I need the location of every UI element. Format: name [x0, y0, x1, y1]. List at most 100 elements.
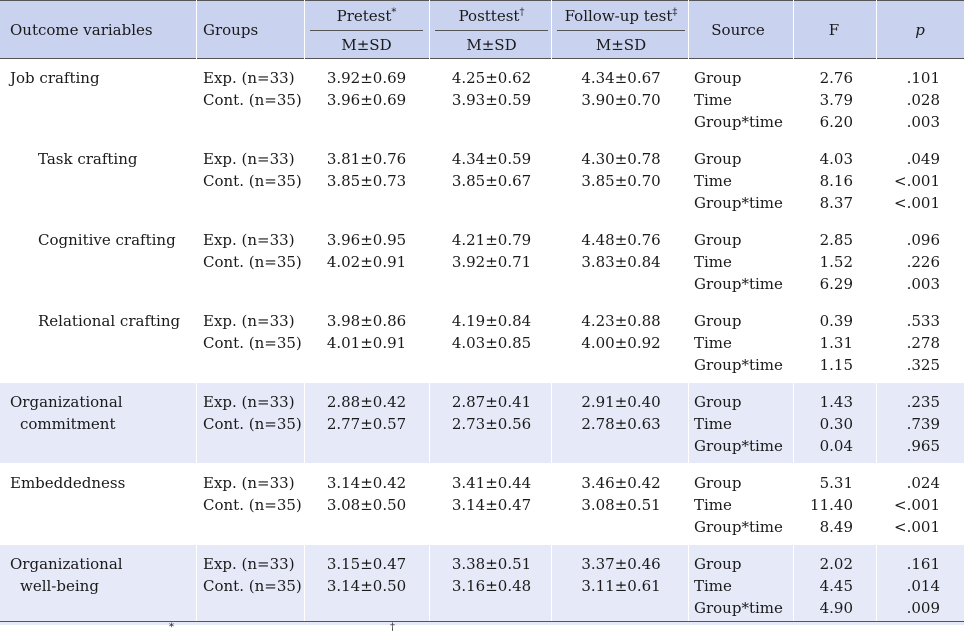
column-divider: [688, 0, 689, 621]
outcome-label: Cognitive crafting: [38, 231, 176, 249]
follow-up-value: 3.83±0.84: [581, 253, 661, 271]
source-label: Time: [694, 334, 732, 352]
table-row: Job crafting Exp. (n=33) Cont. (n=35) 3.92±…: [0, 59, 964, 140]
source-label: Time: [694, 415, 732, 433]
header-follow-up: Follow-up test‡ M±SD: [557, 1, 685, 58]
header-rule: [435, 30, 548, 31]
group-label: Exp. (n=33): [203, 474, 295, 492]
header-follow-up-mark: ‡: [672, 7, 678, 18]
follow-up-value: 3.46±0.42: [581, 474, 661, 492]
source-label: Time: [694, 91, 732, 109]
follow-up-value: 4.48±0.76: [581, 231, 661, 249]
group-label: Exp. (n=33): [203, 393, 295, 411]
footnote-mark-star: *: [169, 622, 174, 633]
header-posttest-msd: M±SD: [466, 36, 517, 54]
pretest-value: 3.14±0.42: [326, 474, 407, 492]
source-label: Group*time: [694, 518, 783, 536]
pretest-value: 3.81±0.76: [326, 150, 407, 168]
follow-up-value: 2.78±0.63: [581, 415, 661, 433]
table-row: Organizational well-being Exp. (n=33) Cont.…: [0, 545, 964, 626]
header-pretest-mark: *: [391, 7, 397, 18]
outcome-label: Embeddedness: [10, 474, 126, 492]
group-label: Cont. (n=35): [203, 172, 302, 190]
column-divider: [304, 0, 305, 621]
header-posttest-mark: †: [519, 7, 525, 18]
group-label: Exp. (n=33): [203, 555, 295, 573]
source-label: Group: [694, 69, 742, 87]
header-follow-up-msd: M±SD: [595, 36, 647, 54]
posttest-value: 4.03±0.85: [451, 334, 532, 352]
header-pretest-label: Pretest: [336, 7, 392, 25]
source-label: Group: [694, 231, 742, 249]
posttest-value: 3.38±0.51: [451, 555, 532, 573]
posttest-value: 4.34±0.59: [451, 150, 532, 168]
p-value: .096: [906, 231, 940, 249]
header-outcome-variables: Outcome variables: [10, 21, 153, 39]
source-label: Group*time: [694, 113, 783, 131]
group-label: Cont. (n=35): [203, 577, 302, 595]
posttest-value: 3.41±0.44: [451, 474, 532, 492]
outcome-label: Task crafting: [38, 150, 138, 168]
header-rule: [310, 30, 423, 31]
f-value: 6.29: [819, 275, 853, 293]
f-value: 4.45: [819, 577, 853, 595]
outcome-label: well-being: [20, 577, 99, 595]
pretest-value: 3.98±0.86: [326, 312, 407, 330]
f-value: 8.16: [819, 172, 853, 190]
f-value: 2.02: [819, 555, 853, 573]
header-source: Source: [711, 21, 765, 39]
group-label: Exp. (n=33): [203, 69, 295, 87]
p-value: .278: [906, 334, 940, 352]
pretest-value: 2.77±0.57: [326, 415, 407, 433]
source-label: Group: [694, 150, 742, 168]
column-divider: [551, 0, 552, 621]
follow-up-value: 3.37±0.46: [581, 555, 661, 573]
header-pretest-msd: M±SD: [341, 36, 392, 54]
column-divider: [196, 0, 197, 621]
f-value: 4.90: [819, 599, 853, 617]
outcome-label: Organizational: [10, 555, 123, 573]
p-value: .049: [906, 150, 940, 168]
follow-up-value: 3.85±0.70: [581, 172, 661, 190]
f-value: 3.79: [819, 91, 853, 109]
table-header: Outcome variables Groups Pretest* M±SD P…: [0, 0, 964, 59]
pretest-value: 3.14±0.50: [326, 577, 407, 595]
p-value: .161: [906, 555, 940, 573]
group-label: Cont. (n=35): [203, 91, 302, 109]
p-value: .003: [906, 275, 940, 293]
f-value: 1.52: [819, 253, 853, 271]
source-label: Group*time: [694, 599, 783, 617]
source-label: Group*time: [694, 194, 783, 212]
group-label: Exp. (n=33): [203, 312, 295, 330]
outcome-label: Job crafting: [10, 69, 100, 87]
p-value: <.001: [894, 518, 940, 536]
p-value: .533: [906, 312, 940, 330]
pretest-value: 3.96±0.95: [326, 231, 407, 249]
source-label: Group: [694, 474, 742, 492]
header-rule: [557, 30, 685, 31]
f-value: 2.85: [819, 231, 853, 249]
table-row: Embeddedness Exp. (n=33) Cont. (n=35) 3.14±…: [0, 464, 964, 545]
pretest-value: 3.96±0.69: [326, 91, 407, 109]
p-value: .739: [906, 415, 940, 433]
p-value: .101: [906, 69, 940, 87]
pretest-value: 3.85±0.73: [326, 172, 407, 190]
p-value: .003: [906, 113, 940, 131]
follow-up-value: 4.23±0.88: [581, 312, 661, 330]
source-label: Time: [694, 496, 732, 514]
source-label: Group: [694, 555, 742, 573]
bottom-rule: [0, 621, 964, 622]
source-label: Group: [694, 393, 742, 411]
column-divider: [793, 0, 794, 621]
posttest-value: 4.19±0.84: [451, 312, 532, 330]
follow-up-value: 3.11±0.61: [581, 577, 661, 595]
source-label: Group*time: [694, 356, 783, 374]
posttest-value: 3.85±0.67: [451, 172, 532, 190]
follow-up-value: 3.08±0.51: [581, 496, 661, 514]
table-row: Relational crafting Exp. (n=33) Cont. (n=3…: [0, 302, 964, 383]
follow-up-value: 2.91±0.40: [581, 393, 661, 411]
header-follow-up-label: Follow-up test: [564, 7, 673, 25]
table-row: Task crafting Exp. (n=33) Cont. (n=35) 3.81…: [0, 140, 964, 221]
f-value: 1.43: [819, 393, 853, 411]
p-value: .235: [906, 393, 940, 411]
